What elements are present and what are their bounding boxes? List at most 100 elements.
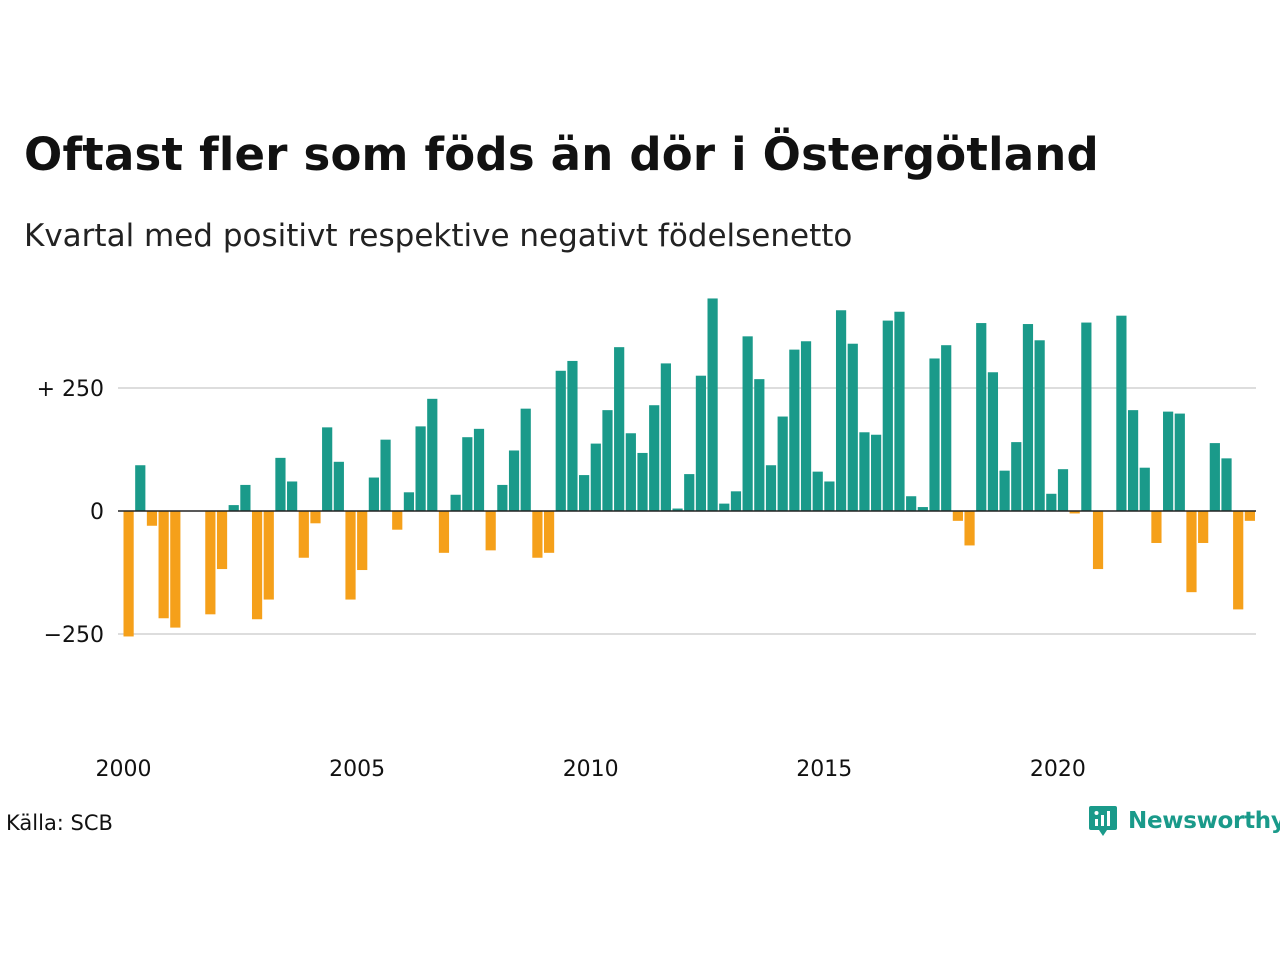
bar	[871, 434, 882, 511]
bar	[543, 511, 555, 553]
bar	[392, 511, 403, 530]
bar	[1011, 442, 1022, 511]
bar	[532, 511, 543, 558]
bar	[1139, 467, 1150, 511]
bar	[322, 427, 333, 511]
brand-name: Newsworthy	[1128, 808, 1280, 834]
bar	[695, 375, 707, 511]
bar	[754, 379, 765, 511]
bar	[1186, 511, 1197, 593]
bar-chart: + 250 0 −250 2000 2005 2010 2015 2020	[37, 298, 1256, 782]
bar	[1057, 469, 1069, 511]
bar	[917, 507, 928, 511]
bar	[999, 470, 1010, 511]
bar	[427, 398, 438, 511]
bar	[380, 439, 391, 511]
bar	[1069, 511, 1080, 514]
bar	[789, 349, 800, 511]
bar	[952, 511, 963, 521]
bar	[800, 341, 812, 511]
bar	[123, 511, 134, 637]
bar	[240, 484, 251, 511]
gridlines	[118, 387, 1256, 635]
bar	[602, 410, 613, 511]
bar	[882, 320, 893, 511]
bar	[1221, 458, 1232, 511]
bar	[660, 363, 671, 511]
bar	[824, 481, 835, 511]
newsworthy-logo-icon	[1089, 806, 1117, 836]
bar	[555, 370, 566, 511]
x-tick-label: 2020	[1030, 757, 1086, 782]
bar	[1198, 511, 1209, 543]
source-note: Källa: SCB	[6, 811, 113, 835]
bar	[987, 372, 999, 511]
bar	[205, 511, 216, 615]
bar	[170, 511, 181, 628]
axes: + 250 0 −250 2000 2005 2010 2015 2020	[37, 377, 1256, 782]
bar	[941, 345, 952, 511]
bar	[310, 511, 321, 524]
y-tick-label: 0	[90, 500, 104, 525]
brand-logo: Newsworthy	[1088, 804, 1280, 838]
bar	[216, 511, 228, 570]
bar	[415, 426, 426, 511]
bar	[485, 511, 496, 551]
bar	[742, 336, 753, 511]
bar	[812, 471, 823, 511]
bar	[637, 452, 648, 511]
bar	[1022, 324, 1034, 511]
bar	[1046, 493, 1057, 511]
bar	[462, 437, 473, 511]
bar	[929, 358, 940, 511]
bar	[590, 443, 601, 511]
bar	[1244, 511, 1255, 521]
bar	[625, 433, 636, 511]
bar	[1233, 511, 1244, 610]
bar	[403, 492, 415, 511]
x-tick-label: 2000	[96, 757, 152, 782]
bar	[520, 408, 531, 511]
bar	[1209, 443, 1220, 511]
bar	[649, 405, 660, 511]
bar	[765, 465, 777, 511]
bar	[251, 511, 263, 620]
bar	[357, 511, 368, 571]
bar	[777, 416, 788, 511]
bar	[964, 511, 975, 546]
bar	[438, 511, 450, 553]
x-tick-label: 2010	[563, 757, 619, 782]
bar	[906, 496, 917, 511]
bar	[614, 347, 625, 511]
bar	[1081, 322, 1092, 511]
bar	[976, 323, 987, 511]
bar	[368, 477, 379, 511]
bar	[730, 491, 742, 511]
bar	[228, 505, 239, 511]
bar	[298, 511, 309, 558]
bar	[847, 343, 858, 511]
bar	[859, 432, 870, 511]
chart-title: Oftast fler som föds än dör i Östergötla…	[24, 128, 1099, 181]
bar	[158, 511, 169, 619]
bar	[497, 484, 508, 511]
bar	[1127, 410, 1139, 511]
bar	[672, 508, 683, 511]
bar	[287, 481, 298, 511]
bar	[135, 465, 146, 511]
bar	[263, 511, 274, 600]
bar	[684, 474, 695, 511]
bar	[894, 311, 905, 511]
bar	[333, 461, 344, 511]
bar	[450, 494, 461, 511]
bar	[1034, 340, 1045, 511]
bar	[707, 298, 718, 511]
bar	[473, 428, 485, 511]
bar	[1116, 315, 1127, 511]
x-tick-label: 2015	[796, 757, 852, 782]
bar	[567, 360, 578, 511]
chart-subtitle: Kvartal med positivt respektive negativt…	[24, 218, 853, 254]
bar	[835, 310, 847, 511]
bar	[345, 511, 356, 600]
bar	[508, 450, 520, 511]
